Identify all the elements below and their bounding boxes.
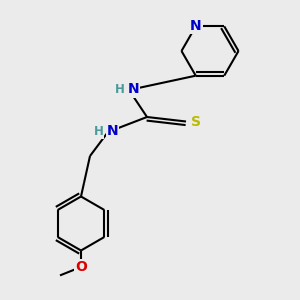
Text: H: H [115, 83, 124, 96]
Text: N: N [190, 19, 202, 33]
Text: H: H [94, 125, 103, 138]
Text: N: N [128, 82, 139, 96]
Text: S: S [191, 115, 202, 128]
Text: O: O [75, 260, 87, 274]
Text: N: N [107, 124, 118, 138]
